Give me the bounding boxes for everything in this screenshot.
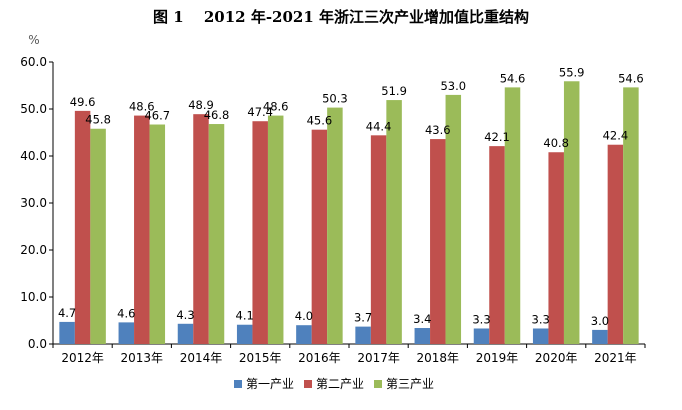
data-label: 50.3 [322,92,348,106]
data-label: 46.8 [204,108,230,122]
bar [177,323,194,344]
data-label: 4.6 [117,306,135,320]
x-tick-label: 2014年 [180,351,223,365]
x-tick-label: 2013年 [121,351,164,365]
data-label: 51.9 [381,84,407,98]
data-label: 47.4 [247,105,273,119]
legend-swatch [304,380,312,388]
data-label: 49.6 [70,95,96,109]
data-label: 42.4 [603,129,629,143]
x-tick-label: 2021年 [594,351,637,365]
legend-swatch [374,380,382,388]
data-label: 48.9 [188,98,214,112]
data-label: 45.6 [307,114,333,128]
x-tick-label: 2017年 [357,351,400,365]
chart-title: 图 1 2012 年-2021 年浙江三次产业增加值比重结构 [153,8,529,26]
bar [296,325,312,344]
legend-label: 第三产业 [386,377,434,391]
x-tick-label: 2018年 [417,351,460,365]
data-label: 3.4 [413,312,431,326]
data-label: 3.7 [354,311,372,325]
bar [473,328,490,344]
x-tick-label: 2016年 [298,351,341,365]
data-label: 4.0 [295,309,313,323]
bar [134,115,150,344]
bar [414,328,431,344]
data-label: 54.6 [500,71,526,85]
data-label: 48.6 [263,100,289,114]
y-tick-label: 10.0 [20,290,47,304]
data-label: 44.4 [366,119,392,133]
bar [504,87,521,344]
bar [623,87,639,344]
bar [59,321,75,344]
y-tick-label: 50.0 [20,102,47,116]
bar [149,124,166,344]
legend-label: 第二产业 [316,377,364,391]
x-tick-label: 2012年 [61,351,104,365]
bar [445,94,462,345]
y-tick-label: 30.0 [20,196,47,210]
chart-legend: 第一产业 第二产业 第三产业 [234,377,434,391]
chart-data-labels: 4.749.645.84.648.646.74.348.946.84.147.4… [58,65,644,328]
data-label: 3.3 [472,312,490,326]
y-tick-label: 60.0 [20,55,47,69]
y-tick-label: 20.0 [20,243,47,257]
data-label: 3.0 [591,314,609,328]
data-label: 46.7 [144,109,170,123]
legend-swatch [234,380,242,388]
bar [90,128,106,344]
bar [355,326,371,344]
data-label: 4.7 [58,306,76,320]
data-label: 4.3 [176,308,194,322]
bar [193,114,209,344]
y-axis-unit-label: % [28,33,39,47]
bar [236,324,253,344]
bar [208,124,225,344]
bar [563,81,580,345]
data-label: 45.8 [85,113,111,127]
x-tick-label: 2020年 [535,351,578,365]
bar [548,152,564,344]
x-tick-label: 2019年 [476,351,519,365]
bar [267,115,284,344]
data-label: 48.6 [129,100,155,114]
bar [532,328,549,344]
y-tick-label: 0.0 [28,337,47,351]
bar [370,135,387,344]
bar [327,107,343,344]
bar [607,144,624,344]
data-label: 4.1 [236,309,254,323]
data-label: 42.1 [484,130,510,144]
data-label: 54.6 [618,71,644,85]
x-tick-label: 2015年 [239,351,282,365]
bar [430,139,446,344]
bar [489,146,505,344]
bar [252,121,268,344]
data-label: 43.6 [425,123,451,137]
bar [592,329,608,344]
bar [311,129,328,344]
bar [386,100,402,344]
legend-label: 第一产业 [246,377,294,391]
data-label: 3.3 [532,312,550,326]
bar [74,110,91,344]
data-label: 53.0 [440,79,466,93]
chart-axes: 0.0 10.0 20.0 30.0 40.0 50.0 60.0 2012年 2013年 201… [20,55,646,365]
y-tick-label: 40.0 [20,149,47,163]
bar [118,322,135,344]
chart-bars [59,81,639,345]
data-label: 40.8 [543,136,569,150]
data-label: 55.9 [559,65,585,79]
